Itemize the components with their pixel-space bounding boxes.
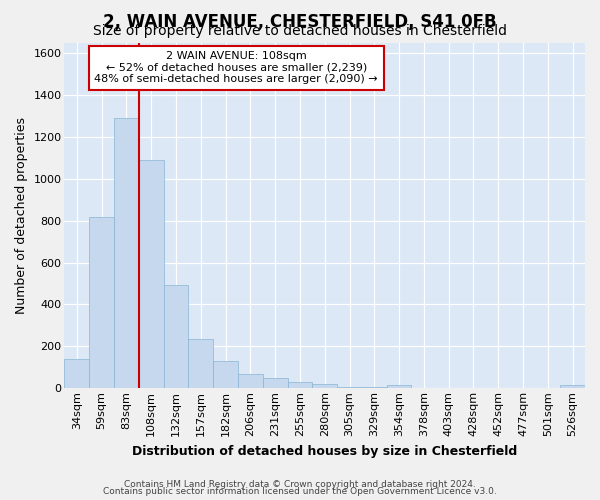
Bar (64, 359, 89, 388)
Bar (89, 218, 114, 388)
Bar (362, 386, 386, 388)
Bar (313, 384, 337, 388)
Text: 2 WAIN AVENUE: 108sqm
← 52% of detached houses are smaller (2,239)
48% of semi-d: 2 WAIN AVENUE: 108sqm ← 52% of detached … (94, 51, 378, 84)
Text: Size of property relative to detached houses in Chesterfield: Size of property relative to detached ho… (93, 24, 507, 38)
Bar (386, 385, 412, 388)
Bar (287, 382, 313, 388)
Bar (263, 378, 287, 388)
Bar (337, 386, 362, 388)
Bar (560, 385, 585, 388)
Bar (139, 160, 164, 388)
Text: Contains public sector information licensed under the Open Government Licence v3: Contains public sector information licen… (103, 487, 497, 496)
Bar (164, 284, 188, 389)
X-axis label: Distribution of detached houses by size in Chesterfield: Distribution of detached houses by size … (132, 444, 517, 458)
Bar (188, 339, 213, 388)
Text: Contains HM Land Registry data © Crown copyright and database right 2024.: Contains HM Land Registry data © Crown c… (124, 480, 476, 489)
Bar (114, 118, 139, 388)
Bar (213, 361, 238, 388)
Y-axis label: Number of detached properties: Number of detached properties (15, 117, 28, 314)
Text: 2, WAIN AVENUE, CHESTERFIELD, S41 0FB: 2, WAIN AVENUE, CHESTERFIELD, S41 0FB (103, 12, 497, 30)
Bar (238, 374, 263, 388)
